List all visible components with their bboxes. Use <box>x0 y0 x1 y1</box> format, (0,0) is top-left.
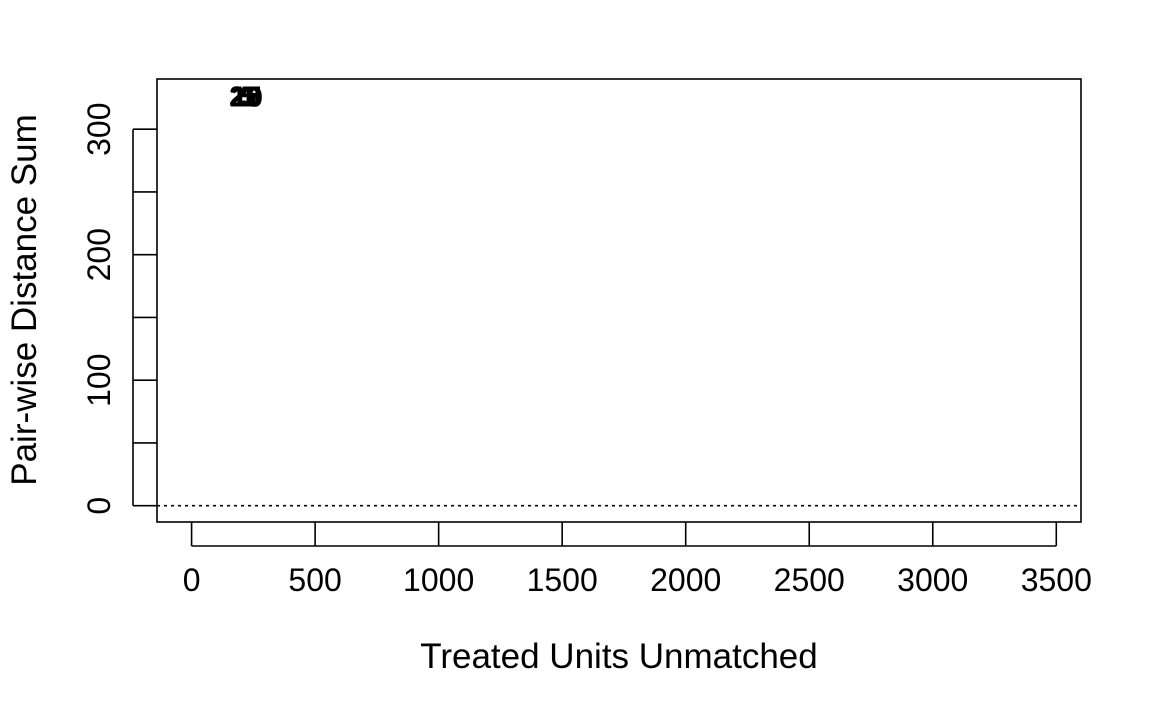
x-tick-label: 3500 <box>1021 562 1092 598</box>
x-tick-label: 1000 <box>403 562 474 598</box>
x-tick-label: 2500 <box>774 562 845 598</box>
y-axis: 0 100 200 300 <box>81 103 157 515</box>
data-point-label: 25 <box>229 80 260 111</box>
data-point-label: 10 <box>232 82 263 113</box>
y-tick-label: 0 <box>81 497 117 515</box>
x-tick-label: 2000 <box>650 562 721 598</box>
y-tick-label: 300 <box>81 103 117 156</box>
y-axis-title: Pair-wise Distance Sum <box>5 114 44 486</box>
x-axis-title: Treated Units Unmatched <box>420 637 818 676</box>
x-tick-label: 3000 <box>897 562 968 598</box>
x-tick-label: 1500 <box>527 562 598 598</box>
x-tick-label: 500 <box>288 562 341 598</box>
y-tick-label: 200 <box>81 228 117 281</box>
data-point-label: 20 <box>230 82 261 113</box>
data-point-label: 15 <box>231 80 262 111</box>
x-axis: 0 500 1000 1500 2000 2500 3000 3500 <box>183 522 1092 598</box>
y-tick-label: 100 <box>81 353 117 406</box>
plot-area-box <box>156 78 1082 523</box>
x-tick-label: 0 <box>183 562 201 598</box>
data-point-label: 5 <box>241 80 257 111</box>
data-point-label: 1 <box>242 82 258 113</box>
